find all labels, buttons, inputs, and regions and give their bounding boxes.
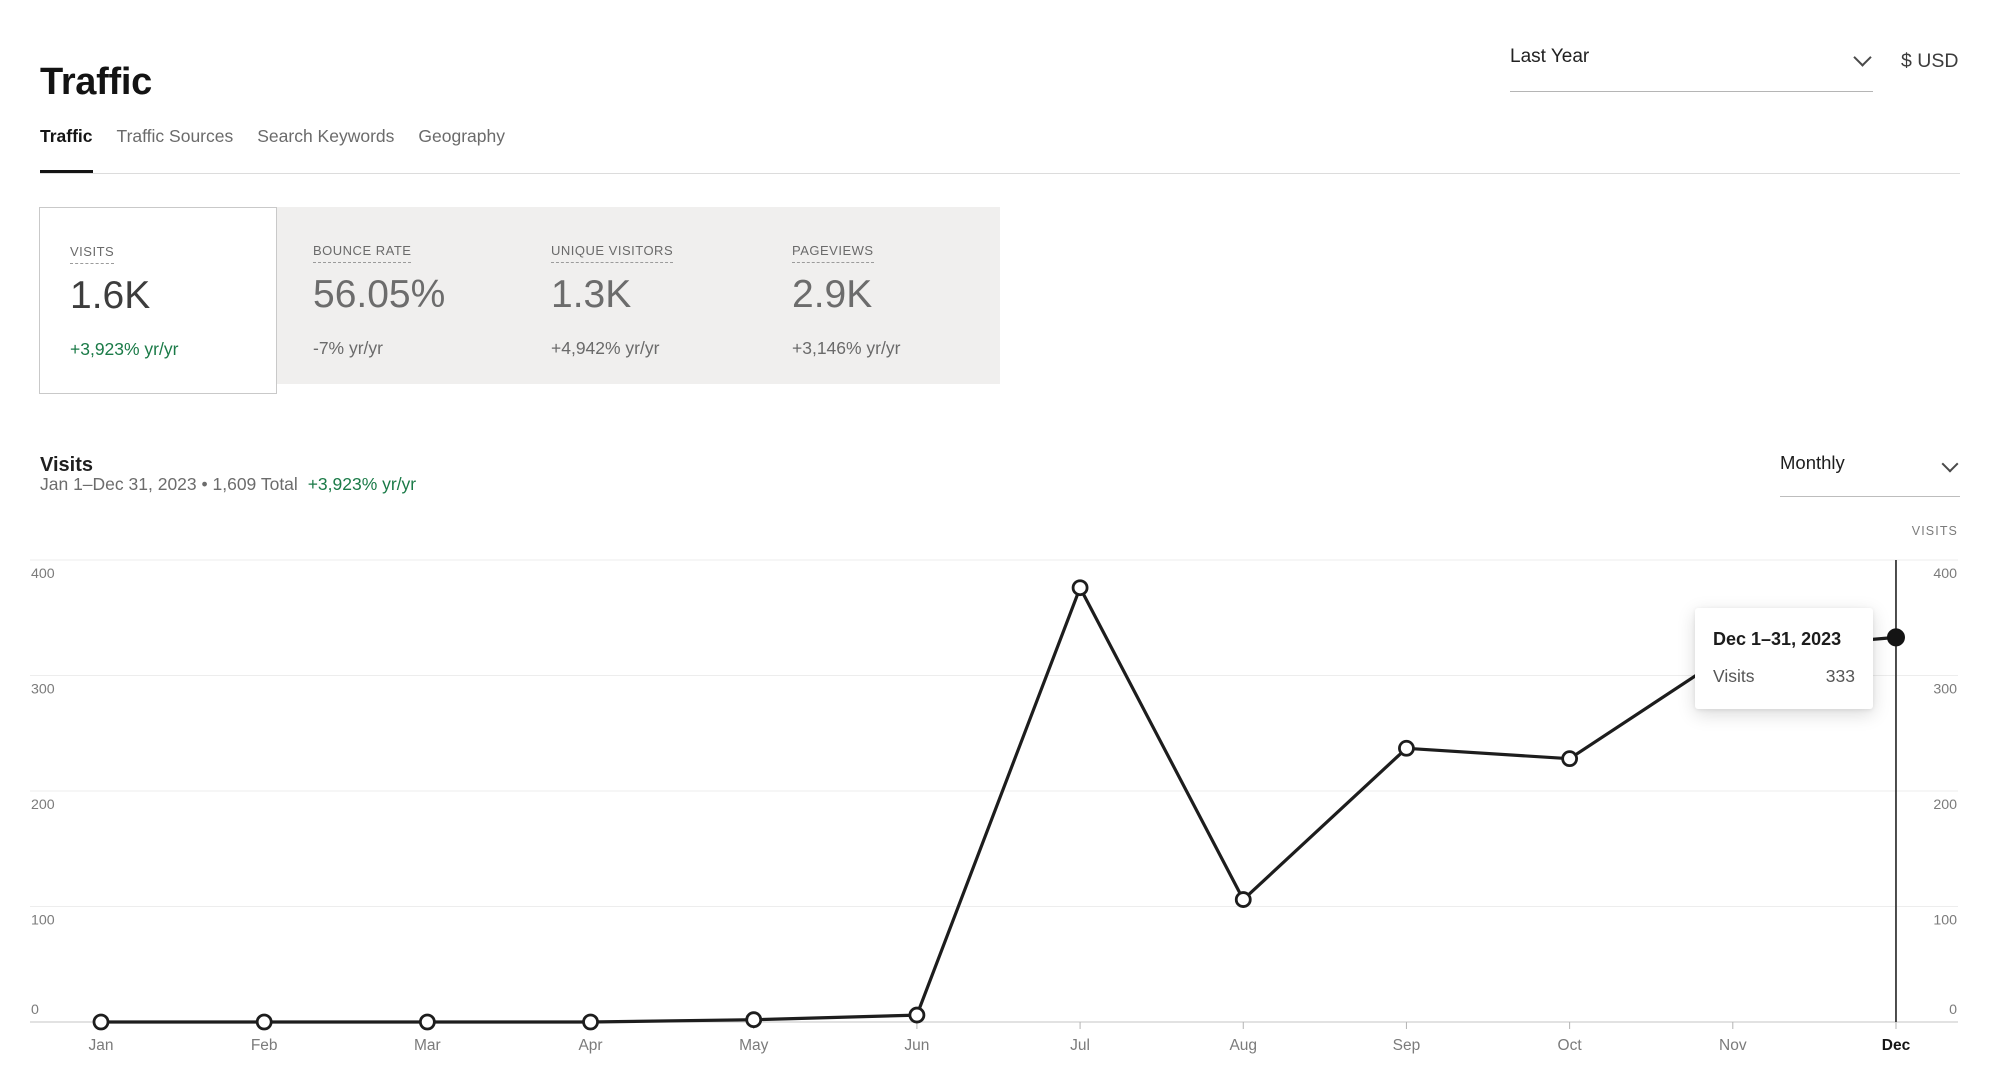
chevron-down-icon: [1941, 455, 1959, 473]
tab-geography[interactable]: Geography: [418, 126, 505, 146]
tab-traffic-sources[interactable]: Traffic Sources: [116, 126, 234, 146]
stat-value: 2.9K: [792, 273, 873, 316]
highlight-point: [1886, 628, 1905, 647]
y-axis-labels: 0 0 100 100 200 200 300 300 400 400: [31, 566, 1957, 1018]
stat-label: VISITS: [70, 244, 115, 264]
tab-search-keywords[interactable]: Search Keywords: [257, 126, 395, 146]
svg-text:Dec: Dec: [1882, 1037, 1911, 1054]
chart-section-subtitle: Jan 1–Dec 31, 2023 • 1,609 Total +3,923%…: [40, 474, 416, 495]
svg-text:Aug: Aug: [1229, 1037, 1257, 1054]
data-points: [92, 579, 1905, 1031]
yoy-delta: +3,923% yr/yr: [307, 474, 417, 494]
svg-text:Oct: Oct: [1558, 1037, 1583, 1054]
date-total-summary: Jan 1–Dec 31, 2023 • 1,609 Total: [40, 474, 298, 494]
stat-label: PAGEVIEWS: [792, 243, 874, 263]
svg-text:Nov: Nov: [1719, 1037, 1747, 1054]
stat-value: 1.6K: [70, 274, 151, 317]
stat-value: 1.3K: [551, 273, 632, 316]
gridlines: [30, 559, 1958, 1023]
visits-line-chart[interactable]: 0 0 100 100 200 200 300 300 400 400 Jan Feb Mar Apr Ma…: [0, 540, 2000, 1074]
stat-visits[interactable]: VISITS 1.6K +3,923% yr/yr: [70, 243, 178, 360]
page-title: Traffic: [40, 61, 152, 104]
stat-label: BOUNCE RATE: [313, 243, 412, 263]
data-point: [1071, 579, 1089, 597]
stat-label: UNIQUE VISITORS: [551, 243, 674, 263]
stat-delta: +3,923% yr/yr: [70, 339, 179, 359]
stat-delta: +4,942% yr/yr: [551, 338, 660, 358]
svg-text:Apr: Apr: [578, 1037, 602, 1054]
granularity-dropdown[interactable]: Monthly: [1780, 452, 1960, 497]
tooltip-metric-label: Visits: [1713, 666, 1755, 686]
date-range-dropdown[interactable]: Last Year: [1510, 46, 1873, 92]
currency-label: $ USD: [1901, 50, 1959, 72]
svg-text:100: 100: [31, 913, 55, 929]
y-axis-caption: VISITS: [1911, 524, 1958, 538]
svg-text:0: 0: [1949, 1002, 1957, 1018]
data-point: [1234, 891, 1252, 908]
data-point: [92, 1013, 110, 1031]
svg-text:Sep: Sep: [1393, 1037, 1421, 1054]
data-point: [418, 1013, 436, 1031]
svg-text:300: 300: [1933, 682, 1957, 698]
stat-unique-visitors[interactable]: UNIQUE VISITORS 1.3K +4,942% yr/yr: [551, 242, 674, 359]
svg-text:400: 400: [1933, 566, 1957, 582]
svg-text:Feb: Feb: [251, 1037, 278, 1054]
svg-text:0: 0: [31, 1002, 39, 1018]
month-labels: Jan Feb Mar Apr May Jun Jul Aug Sep Oct Nov Dec: [89, 1037, 1911, 1054]
svg-text:400: 400: [31, 566, 55, 582]
tooltip-date: Dec 1–31, 2023: [1713, 629, 1842, 649]
svg-text:100: 100: [1933, 913, 1957, 929]
tooltip-metric-value: 333: [1825, 666, 1855, 686]
data-point: [745, 1011, 763, 1029]
stats-panel: VISITS 1.6K +3,923% yr/yr BOUNCE RATE 56…: [39, 207, 1000, 394]
chevron-down-icon: [1853, 48, 1872, 67]
svg-text:Jun: Jun: [904, 1037, 929, 1054]
series-line: [99, 586, 1898, 1024]
data-point: [582, 1013, 599, 1031]
stat-card-visits[interactable]: VISITS 1.6K +3,923% yr/yr: [39, 207, 277, 394]
svg-text:May: May: [739, 1037, 769, 1054]
stat-value: 56.05%: [313, 273, 446, 316]
svg-text:Jan: Jan: [89, 1037, 114, 1054]
chart-section-title: Visits: [40, 453, 93, 476]
stat-pageviews[interactable]: PAGEVIEWS 2.9K +3,146% yr/yr: [792, 242, 900, 359]
granularity-value: Monthly: [1780, 452, 1845, 473]
date-range-value: Last Year: [1510, 46, 1590, 67]
tab-bar: Traffic Traffic Sources Search Keywords …: [40, 126, 1960, 174]
stat-delta: -7% yr/yr: [313, 338, 383, 358]
svg-text:Mar: Mar: [414, 1037, 441, 1054]
chart-tooltip: Dec 1–31, 2023 Visits 333: [1695, 608, 1873, 709]
data-point: [255, 1013, 273, 1031]
stat-delta: +3,146% yr/yr: [792, 338, 901, 358]
stat-bounce-rate[interactable]: BOUNCE RATE 56.05% -7% yr/yr: [313, 242, 445, 359]
data-point: [908, 1006, 926, 1024]
svg-text:300: 300: [31, 682, 55, 698]
svg-text:200: 200: [1933, 797, 1957, 813]
tab-traffic[interactable]: Traffic: [40, 126, 93, 173]
data-point: [1398, 739, 1415, 757]
data-point: [1561, 750, 1579, 768]
svg-text:Jul: Jul: [1070, 1037, 1090, 1054]
svg-text:200: 200: [31, 797, 55, 813]
